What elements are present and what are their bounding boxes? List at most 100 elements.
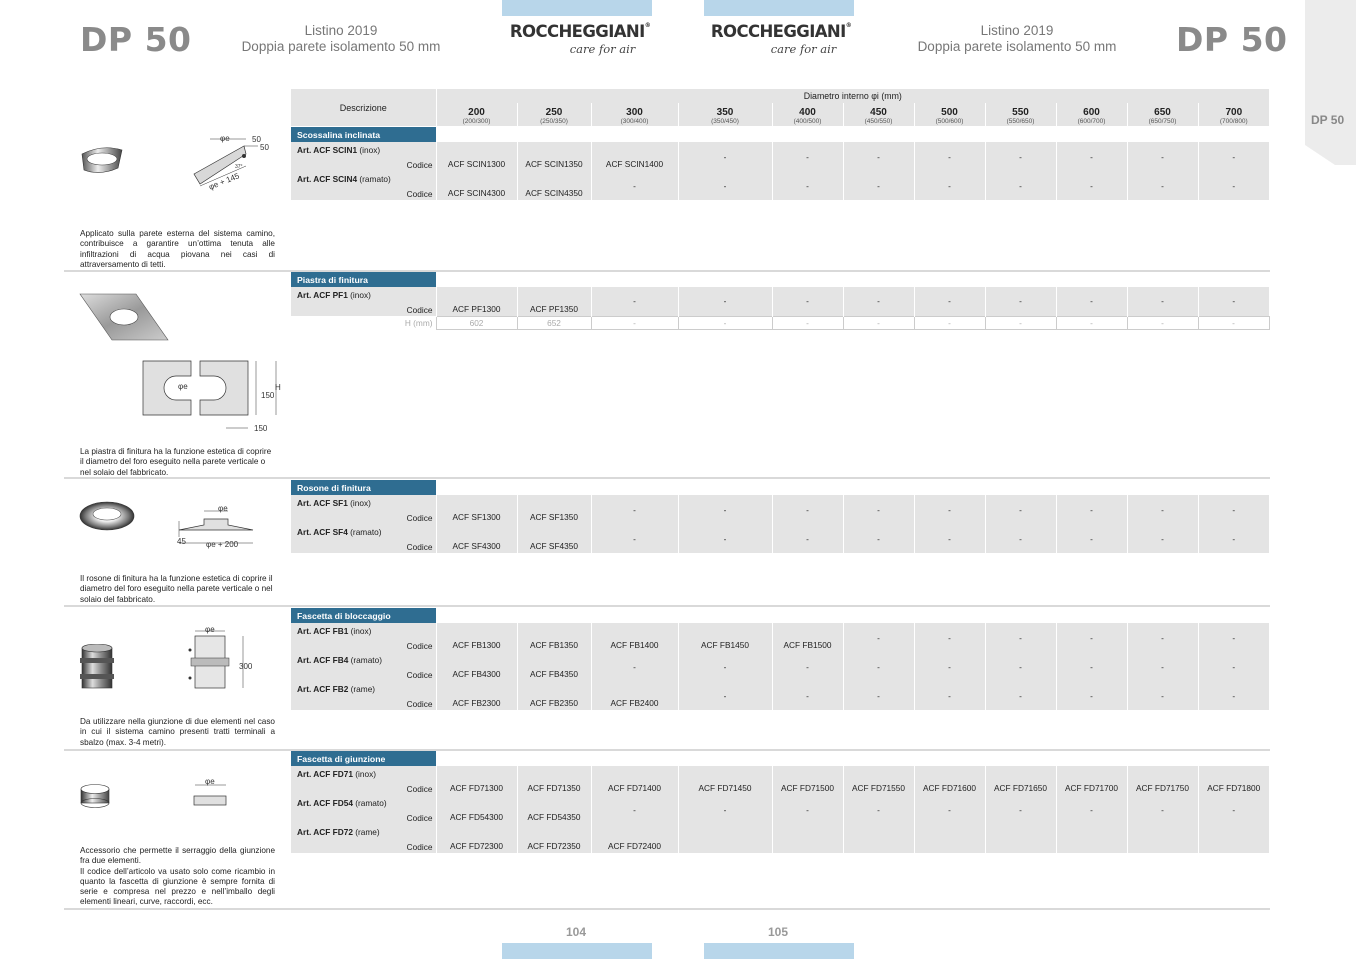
code-cell: - (1055, 795, 1127, 824)
code-cell: - (913, 524, 985, 553)
code-cell: - (1197, 142, 1269, 171)
code-cell: ACF FD71750 (1126, 766, 1198, 795)
scossalina-angle: 37° (235, 164, 243, 170)
code-cell: ACF SF1300 (435, 495, 517, 524)
fascetta-bloccaggio-photo (80, 644, 114, 689)
codice-label: Codice (291, 780, 436, 795)
codice-label: Codice (291, 301, 436, 316)
code-cell: ACF FD71550 (842, 766, 914, 795)
article-material: (inox) (355, 769, 376, 779)
code-cell: ACF SF1350 (516, 495, 591, 524)
code-cell: - (984, 652, 1056, 681)
piastra-h: H (275, 383, 281, 392)
article-name: Art. ACF FD72 (rame) (291, 824, 436, 838)
code-cell: ACF FD72400 (590, 824, 678, 853)
section-title: Scossalina inclinata (291, 127, 436, 142)
code-cell: ACF FD54300 (435, 795, 517, 824)
code-cell: - (1055, 623, 1127, 652)
code-cell: ACF FB2350 (516, 681, 591, 710)
diameter-column-header: 450 (450/550) (842, 103, 914, 126)
article-material: (ramato) (350, 527, 382, 537)
code-cell: - (677, 495, 772, 524)
code-cell: - (677, 681, 772, 710)
code-cell: - (913, 795, 985, 824)
code-cell: - (1126, 495, 1198, 524)
table-rosone: Rosone di finitura Art. ACF SF1 (inox) AC… (291, 480, 1269, 553)
diameter-value: 300 (626, 107, 643, 118)
code-cell: ACF SCIN4350 (516, 171, 591, 200)
code-cell: ACF FB1400 (590, 623, 678, 652)
section-title: Piastra di finitura (291, 272, 436, 287)
code-cell: - (913, 652, 985, 681)
article-code-name: Art. ACF SF4 (297, 527, 348, 537)
code-cell: - (913, 142, 985, 171)
code-cell (1126, 824, 1198, 853)
code-cell: ACF FD72300 (435, 824, 517, 853)
code-cell: - (842, 524, 914, 553)
code-cell: - (1197, 652, 1269, 681)
code-cell: - (1197, 623, 1269, 652)
table-fascetta-giunzione: Fascetta di giunzione Art. ACF FD71 (ino… (291, 751, 1269, 853)
article-code-name: Art. ACF FB4 (297, 655, 349, 665)
code-cell: - (913, 171, 985, 200)
top-blue-tab-right (704, 0, 854, 16)
scossalina-drawing (193, 138, 258, 187)
logo-right: ROCCHEGGIANI® care for air (699, 22, 863, 56)
code-cell: ACF FB1300 (435, 623, 517, 652)
table-fascetta-bloccaggio: Fascetta di bloccaggio Art. ACF FB1 (ino… (291, 608, 1269, 710)
piastra-drawing (142, 360, 277, 429)
diameter-value: 500 (941, 107, 958, 118)
h-value: 602 (435, 315, 518, 330)
section-divider (64, 908, 1270, 910)
code-cell: - (677, 171, 772, 200)
h-value: - (590, 315, 679, 330)
article-name: Art. ACF SF4 (ramato) (291, 524, 436, 538)
code-cell: - (913, 495, 985, 524)
code-cell: - (984, 495, 1056, 524)
logo-brand: ROCCHEGGIANI (509, 22, 645, 41)
subtitle-line2: Doppia parete isolamento 50 mm (917, 39, 1117, 54)
h-value: 652 (516, 315, 592, 330)
h-value: - (913, 315, 986, 330)
code-cell (677, 824, 772, 853)
code-cell: - (590, 495, 678, 524)
code-cell (1197, 824, 1269, 853)
code-cell: - (1197, 287, 1269, 316)
section-title: Rosone di finitura (291, 480, 436, 495)
code-cell: ACF FD71500 (771, 766, 843, 795)
h-value: - (677, 315, 773, 330)
article-material: (inox) (350, 290, 371, 300)
h-value: - (842, 315, 915, 330)
code-cell: ACF FD71450 (677, 766, 772, 795)
piastra-dim150a: 150 (261, 391, 275, 400)
article-code-name: Art. ACF SF1 (297, 498, 348, 508)
article-material: (ramato) (359, 174, 391, 184)
codice-label: Codice (291, 156, 436, 171)
codice-label: Codice (291, 637, 436, 652)
rosone-photo (79, 501, 135, 531)
scossalina-description: Applicato sulla parete esterna del siste… (80, 229, 275, 269)
diameter-range: (550/650) (1006, 118, 1035, 125)
code-cell: ACF SCIN1400 (590, 142, 678, 171)
codice-label: Codice (291, 185, 436, 200)
diameter-range: (700/800) (1219, 118, 1248, 125)
diameter-value: 400 (799, 107, 816, 118)
logo-tagline: care for air (770, 42, 837, 56)
fascetta-giunzione-photo (80, 784, 110, 808)
table-piastra: Piastra di finitura Art. ACF PF1 (inox) A… (291, 272, 1270, 330)
code-cell: - (590, 652, 678, 681)
diameter-value: 650 (1154, 107, 1171, 118)
code-cell: - (1126, 623, 1198, 652)
code-cell: ACF SF4350 (516, 524, 591, 553)
article-name: Art. ACF PF1 (inox) (291, 287, 436, 301)
article-name: Art. ACF SF1 (inox) (291, 495, 436, 509)
table-scossalina: Scossalina inclinata Art. ACF SCIN1 (ino… (291, 127, 1269, 200)
code-cell: - (1055, 171, 1127, 200)
article-name: Art. ACF FB4 (ramato) (291, 652, 436, 666)
left-subtitle: Listino 2019 Doppia parete isolamento 50… (232, 23, 450, 55)
code-cell: - (771, 652, 843, 681)
code-cell (1055, 824, 1127, 853)
code-cell: - (842, 495, 914, 524)
diameter-column-header: 200 (200/300) (435, 103, 517, 126)
code-cell: ACF FD72350 (516, 824, 591, 853)
